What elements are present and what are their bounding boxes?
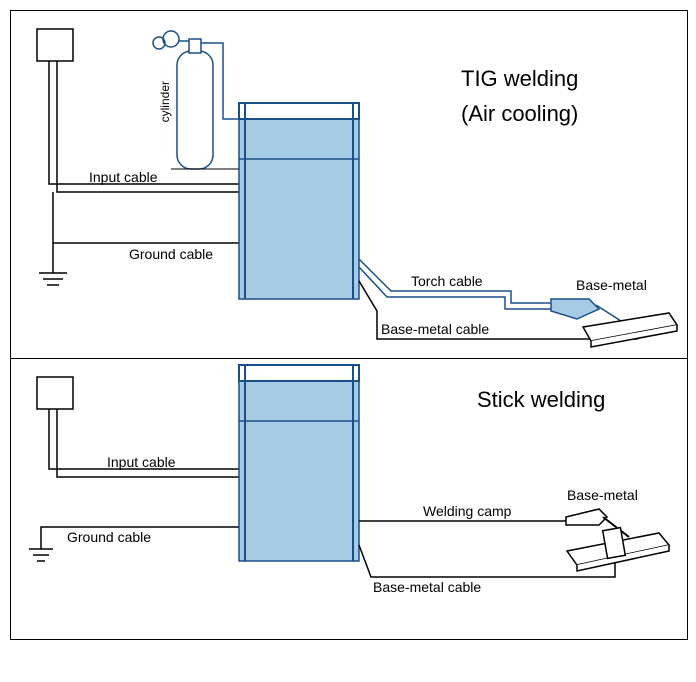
machine2-handle (239, 365, 359, 381)
ground-cable2-label: Ground cable (67, 529, 151, 545)
machine-handle (239, 103, 359, 119)
torch-cable-label: Torch cable (411, 273, 483, 289)
cylinder-valve (189, 39, 201, 53)
base-metal2-label: Base-metal (567, 487, 638, 503)
stick-title: Stick welding (477, 387, 605, 413)
power-box-2 (37, 377, 73, 409)
diagram-canvas: TIG welding (Air cooling) cylinder Input… (0, 0, 696, 682)
tig-title-2: (Air cooling) (461, 101, 578, 127)
tig-torch (551, 299, 599, 319)
panel-tig-svg (11, 11, 687, 359)
panel-tig: TIG welding (Air cooling) cylinder Input… (10, 10, 688, 360)
base-metal-plate (583, 313, 677, 347)
tig-title-1: TIG welding (461, 66, 578, 92)
torch-tip (596, 305, 621, 321)
power-box (37, 29, 73, 61)
gas-cylinder (177, 51, 213, 169)
welding-camp-label: Welding camp (423, 503, 511, 519)
base-metal-cable2-label: Base-metal cable (373, 579, 481, 595)
welding-machine (239, 119, 359, 299)
panel-stick: Stick welding Input cable Ground cable W… (10, 358, 688, 640)
regulator-gauge-2 (153, 37, 165, 49)
input-cable-label: Input cable (89, 169, 158, 185)
input-cable2-label: Input cable (107, 454, 176, 470)
base-metal-label: Base-metal (576, 277, 647, 293)
base-metal-plate-2 (567, 528, 669, 571)
base-metal-cable-label: Base-metal cable (381, 321, 489, 337)
cylinder-label: cylinder (158, 81, 172, 122)
ground-cable-label: Ground cable (129, 246, 213, 262)
welding-machine-2 (239, 381, 359, 561)
